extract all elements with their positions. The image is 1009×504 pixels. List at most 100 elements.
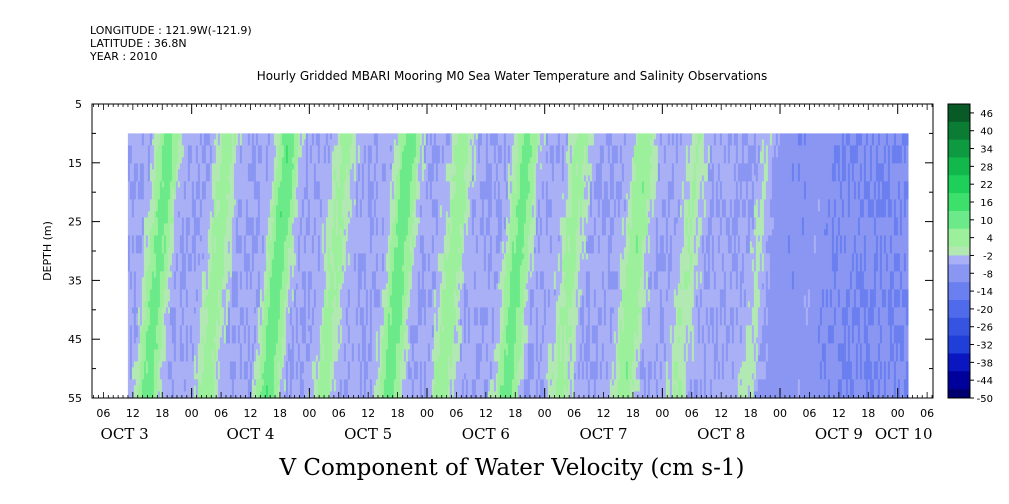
heatmap-cell xyxy=(163,385,167,392)
heatmap-cell xyxy=(137,349,141,356)
heatmap-cell xyxy=(137,331,141,338)
heatmap-cell xyxy=(139,325,143,332)
heatmap-cell xyxy=(139,229,143,236)
heatmap-cell xyxy=(155,241,159,248)
heatmap-cell xyxy=(127,223,131,230)
heatmap-cell xyxy=(139,235,143,242)
heatmap-cell xyxy=(143,169,147,176)
heatmap-cell xyxy=(153,361,157,368)
heatmap-cell xyxy=(149,163,153,170)
heatmap-cell xyxy=(141,247,145,254)
heatmap-cell xyxy=(165,253,169,260)
heatmap-cell xyxy=(139,151,143,158)
heatmap-cell xyxy=(149,139,153,146)
heatmap-cell xyxy=(165,181,169,188)
heatmap-cell xyxy=(155,211,159,218)
heatmap-cell xyxy=(127,289,131,296)
heatmap-cell xyxy=(143,175,147,182)
heatmap-cell xyxy=(131,229,135,236)
heatmap-cell xyxy=(167,271,171,278)
heatmap-cell xyxy=(169,181,173,188)
heatmap-cell xyxy=(167,175,171,182)
heatmap-cell xyxy=(145,211,149,218)
heatmap-cell xyxy=(167,385,171,392)
heatmap-cell xyxy=(153,157,157,164)
heatmap-cell xyxy=(153,193,157,200)
heatmap-cell xyxy=(145,295,149,302)
heatmap-cell xyxy=(163,235,167,242)
heatmap-cell xyxy=(143,235,147,242)
heatmap-cell xyxy=(161,373,165,380)
heatmap-cell xyxy=(151,241,155,248)
heatmap-cell xyxy=(143,229,147,236)
heatmap-cell xyxy=(127,241,131,248)
heatmap-cell xyxy=(167,337,171,344)
heatmap-cell xyxy=(155,259,159,266)
heatmap-cell xyxy=(127,331,131,338)
heatmap-cell xyxy=(137,145,141,152)
heatmap-cell xyxy=(157,241,161,248)
heatmap-cell xyxy=(141,163,145,170)
heatmap-cell xyxy=(129,295,133,302)
heatmap-cell xyxy=(149,361,153,368)
heatmap-cell xyxy=(153,163,157,170)
heatmap-cell xyxy=(151,151,155,158)
heatmap-cell xyxy=(137,241,141,248)
heatmap-cell xyxy=(131,181,135,188)
heatmap-cell xyxy=(157,367,161,374)
heatmap-cell xyxy=(147,379,151,386)
heatmap-cell xyxy=(169,193,173,200)
heatmap-cell xyxy=(151,349,155,356)
heatmap-cell xyxy=(147,283,151,290)
heatmap-cell xyxy=(147,217,151,224)
heatmap-cell xyxy=(139,319,143,326)
heatmap-cell xyxy=(169,199,173,206)
heatmap-cell xyxy=(127,157,131,164)
heatmap-cell xyxy=(145,331,149,338)
heatmap-cell xyxy=(129,175,133,182)
heatmap-cell xyxy=(137,307,141,314)
heatmap-cell xyxy=(147,247,151,254)
heatmap-cell xyxy=(133,289,137,296)
heatmap-cell xyxy=(137,319,141,326)
heatmap-cell xyxy=(151,337,155,344)
heatmap-cell xyxy=(135,355,139,362)
heatmap-cell xyxy=(157,211,161,218)
heatmap-cell xyxy=(167,253,171,260)
heatmap-cell xyxy=(145,199,149,206)
heatmap-cell xyxy=(169,319,173,326)
heatmap-cell xyxy=(161,319,165,326)
heatmap-cell xyxy=(131,307,135,314)
heatmap-cell xyxy=(135,217,139,224)
heatmap-cell xyxy=(145,271,149,278)
heatmap-cell xyxy=(163,205,167,212)
heatmap-cell xyxy=(135,277,139,284)
heatmap-cell xyxy=(141,337,145,344)
heatmap-cell xyxy=(143,151,147,158)
heatmap-cell xyxy=(135,187,139,194)
heatmap-cell xyxy=(151,247,155,254)
heatmap-cell xyxy=(165,247,169,254)
heatmap-cell xyxy=(133,187,137,194)
heatmap-cell xyxy=(139,241,143,248)
heatmap-cell xyxy=(145,181,149,188)
heatmap-cell xyxy=(143,289,147,296)
heatmap-cell xyxy=(139,139,143,146)
heatmap-cell xyxy=(143,391,147,398)
heatmap-cell xyxy=(161,193,165,200)
heatmap-cell xyxy=(145,319,149,326)
heatmap-cell xyxy=(129,361,133,368)
heatmap-cell xyxy=(127,361,131,368)
heatmap-cell xyxy=(141,283,145,290)
heatmap-cell xyxy=(141,367,145,374)
heatmap-cell xyxy=(139,223,143,230)
heatmap-cell xyxy=(127,385,131,392)
heatmap-cell xyxy=(159,217,163,224)
heatmap-cell xyxy=(161,187,165,194)
heatmap-cell xyxy=(167,199,171,206)
heatmap-cell xyxy=(129,349,133,356)
heatmap-cell xyxy=(165,139,169,146)
heatmap-cell xyxy=(169,133,173,140)
heatmap-cell xyxy=(155,373,159,380)
heatmap-cell xyxy=(153,391,157,398)
